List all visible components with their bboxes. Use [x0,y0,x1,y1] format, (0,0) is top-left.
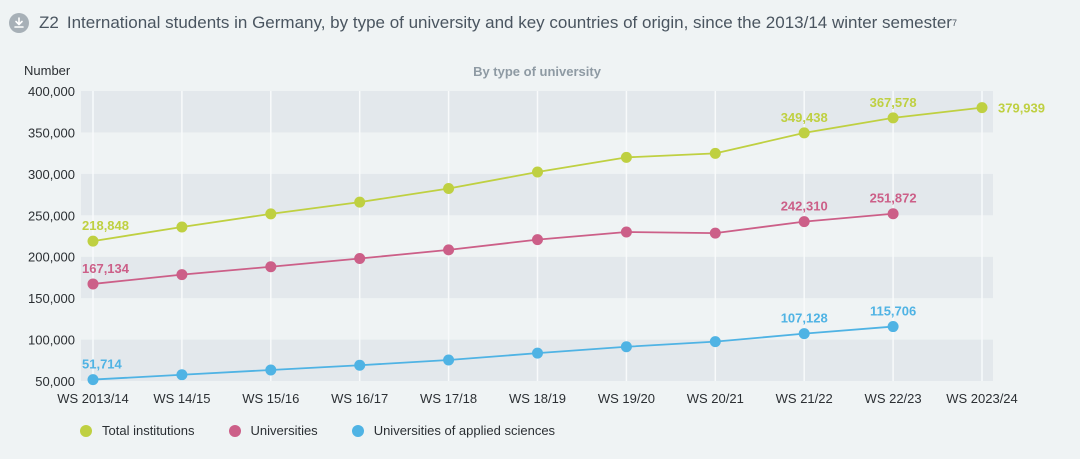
data-point-total [887,112,899,124]
x-tick-label: WS 2023/24 [946,391,1018,406]
data-point-universities [87,278,99,290]
data-point-total [532,166,543,178]
x-tick-label: WS 17/18 [420,391,477,406]
y-tick-label: 400,000 [28,84,75,99]
data-point-universities [354,253,366,265]
data-point-universities [265,261,277,273]
data-label-uas: 51,714 [82,357,123,372]
x-tick-label: WS 22/23 [865,391,922,406]
x-tick-label: WS 18/19 [509,391,566,406]
y-axis-ticks: 50,000 100,000 150,000 200,000 250,000 300,00… [28,84,75,389]
download-arrow-glyph [14,17,24,28]
data-label-uas: 107,128 [781,311,828,326]
data-point-total [176,221,188,233]
y-tick-label: 50,000 [35,374,75,389]
data-point-total [709,147,721,159]
data-point-uas [798,328,810,340]
data-point-total [798,127,810,139]
legend-label: Total institutions [102,423,195,438]
data-point-universities [620,226,632,238]
legend-label: Universities of applied sciences [373,423,556,438]
data-point-universities [176,269,188,281]
data-point-uas [354,359,366,371]
data-point-uas [887,321,899,333]
data-label-universities: 251,872 [870,191,917,206]
y-tick-label: 350,000 [28,125,75,140]
data-point-total [87,235,99,247]
legend: Total institutions Universities Universiti… [80,423,589,438]
x-axis-ticks: WS 2013/14 WS 14/15 WS 15/16 WS 16/17 WS 17/… [57,391,1018,406]
legend-item-universities[interactable]: Universities [228,423,318,438]
legend-label: Universities [250,423,318,438]
data-label-universities: 242,310 [781,199,828,214]
x-tick-label: WS 21/22 [776,391,833,406]
legend-marker-icon [80,424,92,437]
legend-marker-icon [351,424,364,437]
data-point-total [443,183,455,195]
data-point-universities [798,216,810,228]
data-point-total [620,151,632,163]
legend-item-total[interactable]: Total institutions [80,423,195,438]
data-point-uas [443,354,455,366]
figure-number: Z2 [39,13,59,32]
y-tick-label: 200,000 [28,250,75,265]
data-point-universities [532,234,543,246]
download-icon[interactable] [9,13,29,33]
figure-title-row: Z2 International students in Germany, by… [9,13,957,33]
data-point-uas [87,374,99,386]
series-line-universities [92,212,894,285]
data-point-total [265,208,277,220]
figure-title: International students in Germany, by ty… [66,13,952,32]
data-point-universities [887,208,899,220]
data-point-total [976,102,988,114]
x-tick-label: WS 19/20 [598,391,655,406]
x-tick-label: WS 16/17 [331,391,388,406]
x-tick-label: WS 2013/14 [57,391,129,406]
y-tick-label: 250,000 [28,208,75,223]
x-tick-label: WS 20/21 [687,391,744,406]
data-point-uas [532,347,543,359]
x-tick-label: WS 15/16 [242,391,299,406]
data-point-uas [176,369,188,381]
data-point-universities [443,244,455,256]
y-tick-label: 300,000 [28,167,75,182]
data-label-total: 349,438 [781,110,828,125]
legend-marker-icon [228,424,241,437]
data-labels: 218,848 349,438 367,578 379,939 167,134 242,3… [82,95,1045,372]
data-label-total: 218,848 [82,218,129,233]
data-point-universities [709,227,721,239]
data-label-universities: 167,134 [82,261,130,276]
data-label-total: 367,578 [870,95,917,110]
data-label-total: 379,939 [998,101,1045,116]
line-chart: Number By type of university 50,000 100,0… [24,63,1045,406]
y-axis-title: Number [24,63,71,78]
y-tick-label: 100,000 [28,333,75,348]
data-point-uas [709,336,721,348]
x-tick-label: WS 14/15 [153,391,210,406]
data-point-uas [620,341,632,353]
series-points [87,102,988,386]
data-point-uas [265,364,277,376]
legend-item-uas[interactable]: Universities of applied sciences [351,423,556,438]
y-tick-label: 150,000 [28,291,75,306]
series-line-uas [92,325,894,381]
data-label-uas: 115,706 [870,304,916,319]
data-point-total [354,196,366,208]
vertical-gridlines [92,91,983,381]
chart-subtitle: By type of university [473,64,602,79]
